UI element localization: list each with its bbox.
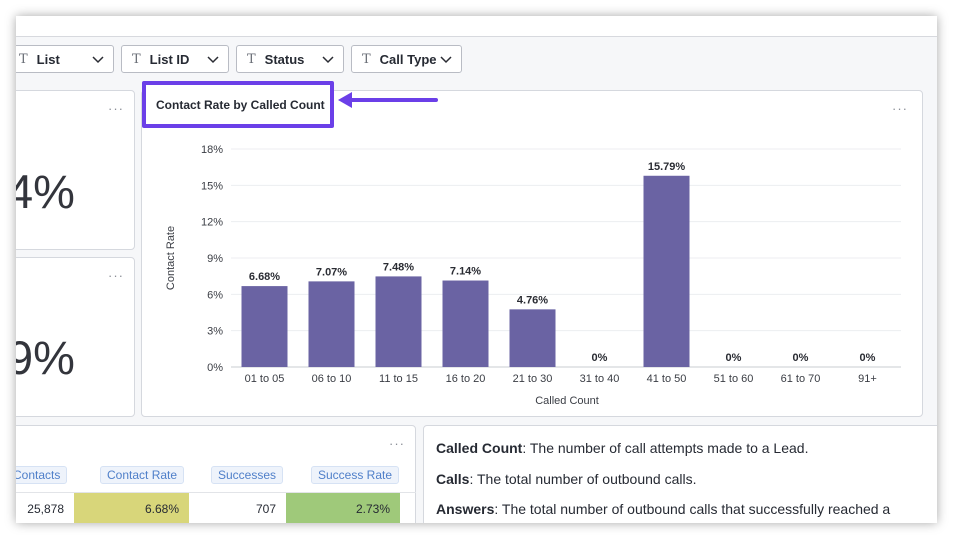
kpi-card-1: ··· 4% [16, 90, 135, 250]
data-label: 0% [592, 352, 608, 364]
table-divider [16, 492, 416, 493]
annotation-arrow-icon [338, 92, 438, 108]
cell-contact-rate: 6.68% [74, 493, 189, 523]
bar [241, 286, 288, 367]
column-header-contact-rate[interactable]: Contact Rate [100, 466, 185, 484]
column-header-successes[interactable]: Successes [211, 466, 284, 484]
chevron-down-icon [207, 56, 219, 64]
filter-status[interactable]: T Status [236, 45, 344, 73]
filter-list[interactable]: T List [16, 45, 114, 73]
definition-text: : The number of call attempts made to a … [522, 440, 809, 456]
column-header-success-rate[interactable]: Success Rate [311, 466, 400, 484]
bar [509, 309, 556, 367]
x-tick-label: 16 to 20 [446, 373, 486, 385]
definition-text: : The total number of outbound calls. [469, 471, 697, 487]
bar [643, 175, 690, 367]
cell-successes: 707 [255, 501, 276, 516]
x-tick-label: 21 to 30 [513, 373, 553, 385]
x-tick-label: 61 to 70 [781, 373, 821, 385]
data-label: 0% [860, 352, 876, 364]
chevron-down-icon [92, 56, 104, 64]
text-type-icon: T [362, 51, 371, 67]
x-tick-label: 11 to 15 [379, 373, 418, 385]
text-type-icon: T [19, 51, 28, 67]
top-toolbar [16, 16, 937, 37]
y-tick-label: 12% [201, 217, 223, 229]
y-tick-label: 9% [207, 253, 223, 265]
definition-text: : The total number of outbound calls tha… [494, 501, 891, 517]
x-tick-label: 31 to 40 [580, 373, 620, 385]
column-header-contacts[interactable]: Contacts [16, 466, 68, 484]
chart-title-highlight: Contact Rate by Called Count [142, 81, 334, 128]
y-tick-label: 6% [207, 289, 223, 301]
dashboard-window: T List T List ID T Status T Call Type ··… [16, 16, 937, 523]
x-tick-label: 51 to 60 [714, 373, 754, 385]
definition-answers: Answers: The total number of outbound ca… [436, 501, 890, 517]
y-tick-label: 15% [201, 180, 223, 192]
data-label: 7.14% [450, 266, 481, 278]
x-tick-label: 41 to 50 [647, 373, 687, 385]
y-tick-label: 18% [201, 144, 223, 156]
data-label: 15.79% [648, 161, 686, 173]
contact-rate-bar-chart: 0% 3% 6% 9% 12% 15% 18% 6.68% 01 to 05 7.07% 06 to… [165, 144, 901, 407]
definition-term: Called Count [436, 440, 523, 456]
filter-label: Call Type [379, 51, 437, 67]
cell-contacts: 25,878 [27, 501, 64, 516]
bar [308, 281, 355, 367]
filter-label: Status [264, 51, 305, 67]
x-tick-label: 01 to 05 [245, 373, 285, 385]
more-menu-icon[interactable]: ··· [892, 101, 908, 116]
data-label: 0% [726, 352, 742, 364]
definition-calls: Calls: The total number of outbound call… [436, 471, 696, 487]
more-menu-icon[interactable]: ··· [108, 101, 124, 116]
x-tick-label: 06 to 10 [312, 373, 352, 385]
data-label: 7.48% [383, 261, 414, 273]
text-type-icon: T [132, 51, 141, 67]
filter-list-id[interactable]: T List ID [121, 45, 229, 73]
more-menu-icon[interactable]: ··· [108, 268, 124, 283]
filter-label: List [36, 51, 60, 67]
x-tick-label: 91+ [858, 373, 877, 385]
data-label: 7.07% [316, 266, 347, 278]
y-tick-label: 3% [207, 326, 223, 338]
y-axis-title: Contact Rate [165, 226, 177, 290]
filter-label: List ID [149, 51, 190, 67]
data-label: 4.76% [517, 294, 548, 306]
cell-success-rate: 2.73% [286, 493, 400, 523]
definition-term: Calls [436, 471, 470, 487]
kpi-card-2: ··· 9% [16, 257, 135, 417]
kpi-value: 4% [16, 165, 75, 218]
definition-term: Answers [436, 501, 495, 517]
chart-title: Contact Rate by Called Count [156, 97, 325, 112]
x-axis-title: Called Count [535, 395, 599, 407]
y-tick-label: 0% [207, 362, 223, 374]
text-type-icon: T [247, 51, 256, 67]
filter-call-type[interactable]: T Call Type [351, 45, 462, 73]
chevron-down-icon [322, 56, 334, 64]
chevron-down-icon [440, 56, 452, 64]
definitions-card [423, 425, 937, 523]
definition-called-count: Called Count: The number of call attempt… [436, 440, 808, 456]
data-label: 6.68% [249, 271, 280, 283]
kpi-value: 9% [16, 331, 75, 384]
more-menu-icon[interactable]: ··· [389, 436, 405, 451]
data-label: 0% [793, 352, 809, 364]
bar [442, 280, 489, 367]
bar [375, 276, 422, 367]
